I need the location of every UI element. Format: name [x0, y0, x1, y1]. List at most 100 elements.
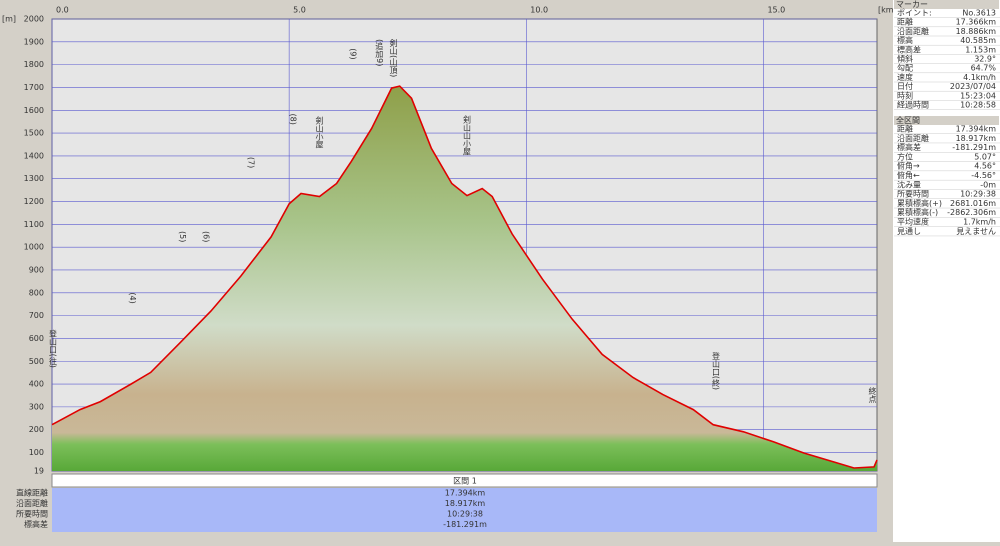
waypoint-label: (6) — [202, 231, 211, 242]
x-tick-label: 0.0 — [56, 6, 69, 15]
y-tick-label: 800 — [29, 288, 44, 297]
waypoint-label: 剣山小屋 — [315, 117, 324, 150]
y-tick-label: 2000 — [24, 15, 44, 24]
waypoint-label: 終点 — [868, 386, 877, 404]
row-label: 標高 — [897, 35, 913, 45]
x-tick-label: 15.0 — [767, 6, 785, 15]
row-label: 距離 — [897, 17, 913, 27]
waypoint-label: (4) — [128, 292, 137, 303]
row-label: 経過時間 — [897, 100, 929, 110]
panel-title: マーカー — [896, 0, 928, 9]
row-label: 俯角← — [897, 170, 920, 180]
section-stats — [52, 488, 877, 532]
row-value: 2681.016m — [950, 199, 996, 208]
row-value: 15:23:04 — [960, 91, 996, 100]
y-tick-label: 700 — [29, 311, 44, 320]
stat-label: 所要時間 — [16, 509, 48, 519]
y-tick-label: 1800 — [24, 60, 44, 69]
y-tick-label: 19 — [34, 467, 44, 476]
row-value: 18.917km — [956, 134, 997, 143]
row-value: 32.9° — [974, 55, 996, 64]
row-value: -0m — [980, 180, 996, 189]
row-label: 累積標高(-) — [897, 207, 938, 217]
row-label: 傾斜 — [897, 54, 913, 64]
y-tick-label: 300 — [29, 402, 44, 411]
row-label: ポイント: — [897, 9, 932, 18]
y-tick-label: 1100 — [24, 220, 44, 229]
row-value: 17.366km — [956, 18, 997, 27]
row-label: 方位 — [897, 151, 913, 161]
row-label: 距離 — [897, 124, 913, 134]
row-label: 沿面距離 — [897, 133, 929, 143]
y-tick-label: 1200 — [24, 197, 44, 206]
x-tick-label: 10.0 — [530, 6, 548, 15]
row-value: 1.7km/h — [963, 218, 996, 227]
y-tick-label: 400 — [29, 380, 44, 389]
row-label: 所要時間 — [897, 189, 929, 199]
row-value: 1.153m — [965, 45, 996, 54]
waypoint-label: (追加9) — [375, 39, 384, 66]
row-value: 4.1km/h — [963, 73, 996, 82]
row-value: -4.56° — [971, 171, 996, 180]
x-tick-label: 5.0 — [293, 6, 306, 15]
row-value: 40.585m — [960, 36, 996, 45]
y-tick-label: 500 — [29, 357, 44, 366]
row-value: 見えません — [956, 227, 996, 236]
x-axis-label: [km] — [878, 6, 897, 15]
waypoint-label: 剣山山小屋 — [463, 116, 472, 157]
y-tick-label: 100 — [29, 448, 44, 457]
panel-header — [894, 0, 999, 9]
waypoint-label: (5) — [178, 231, 187, 242]
panel-title: 全区間 — [896, 115, 920, 125]
stat-value: 18.917km — [445, 499, 486, 508]
waypoint-label: (8) — [288, 114, 297, 125]
info-panel — [893, 0, 1000, 542]
row-value: 64.7% — [971, 64, 997, 73]
row-label: 沈み量 — [897, 179, 921, 189]
row-label: 累積標高(+) — [897, 198, 942, 208]
waypoint-label: 登山口(終) — [712, 351, 721, 390]
waypoint-label: 剣山(山頂) — [389, 39, 398, 77]
row-value: 10:29:38 — [960, 190, 996, 199]
y-tick-label: 1400 — [24, 151, 44, 160]
y-tick-label: 1300 — [24, 174, 44, 183]
row-label: 標高差 — [897, 142, 921, 152]
row-label: 平均速度 — [897, 217, 929, 227]
stat-value: 17.394km — [445, 489, 486, 498]
row-label: 勾配 — [897, 63, 913, 73]
waypoint-label: (9) — [349, 48, 358, 59]
stat-label: 沿面距離 — [16, 498, 48, 508]
panel-header — [894, 116, 999, 125]
section-bar — [51, 473, 878, 488]
row-value: 4.56° — [974, 162, 996, 171]
row-label: 俯角→ — [897, 161, 920, 171]
row-value: -181.291m — [952, 143, 996, 152]
stat-value: 10:29:38 — [447, 510, 483, 519]
y-tick-label: 1500 — [24, 129, 44, 138]
stat-label: 標高差 — [24, 519, 48, 529]
y-tick-label: 1000 — [24, 243, 44, 252]
row-label: 日付 — [897, 81, 913, 91]
section-title: 区間 1 — [453, 477, 477, 486]
elevation-area — [52, 86, 877, 471]
row-value: 17.394km — [956, 125, 997, 134]
row-value: 18.886km — [956, 27, 997, 36]
row-label: 時刻 — [897, 90, 913, 100]
waypoint-label: 登山口(往) — [48, 329, 57, 368]
row-value: 2023/07/04 — [950, 82, 996, 91]
stat-value: -181.291m — [443, 520, 487, 529]
row-value: -2862.306m — [947, 208, 996, 217]
row-label: 見通し — [897, 226, 921, 236]
y-tick-label: 600 — [29, 334, 44, 343]
row-label: 沿面距離 — [897, 26, 929, 36]
stat-label: 直線距離 — [16, 488, 48, 498]
y-axis-label: [m] — [2, 15, 16, 24]
y-tick-label: 1700 — [24, 83, 44, 92]
row-label: 標高差 — [897, 44, 921, 54]
y-tick-label: 1900 — [24, 37, 44, 46]
waypoint-label: (7) — [247, 157, 256, 168]
row-label: 速度 — [897, 72, 913, 82]
row-value: 10:28:58 — [960, 101, 996, 110]
y-tick-label: 1600 — [24, 106, 44, 115]
